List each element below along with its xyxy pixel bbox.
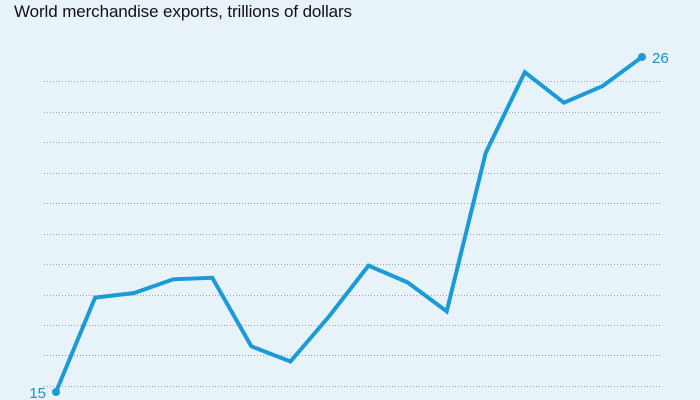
series-line xyxy=(54,55,644,394)
chart-title: World merchandise exports, trillions of … xyxy=(14,2,352,21)
label-end: 26 xyxy=(652,50,669,67)
point-start xyxy=(52,388,60,396)
point-end xyxy=(638,53,646,61)
label-start: 15 xyxy=(29,385,46,400)
series-exports xyxy=(52,53,646,396)
gridlines xyxy=(44,81,660,387)
